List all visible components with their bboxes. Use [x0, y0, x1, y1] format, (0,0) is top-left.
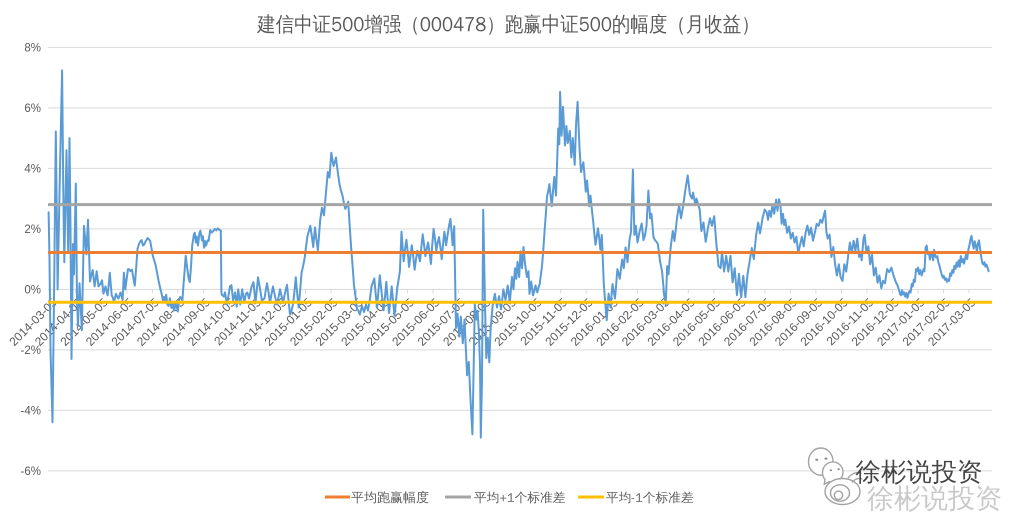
svg-text:-2%: -2% — [21, 345, 41, 357]
svg-text:-6%: -6% — [21, 466, 41, 478]
svg-text:-4%: -4% — [21, 405, 41, 417]
svg-text:4%: 4% — [24, 163, 41, 175]
svg-text:2%: 2% — [24, 224, 41, 236]
svg-text:0%: 0% — [24, 284, 41, 296]
svg-text:8%: 8% — [24, 42, 41, 54]
svg-text:6%: 6% — [24, 103, 41, 115]
